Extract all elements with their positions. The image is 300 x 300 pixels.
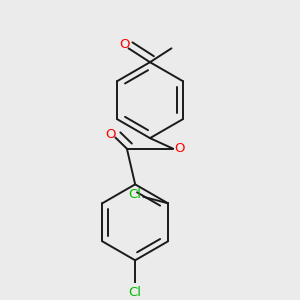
Text: Cl: Cl (129, 286, 142, 299)
Text: Cl: Cl (128, 188, 142, 201)
Text: O: O (105, 128, 115, 141)
Text: O: O (174, 142, 184, 155)
Text: O: O (119, 38, 130, 51)
